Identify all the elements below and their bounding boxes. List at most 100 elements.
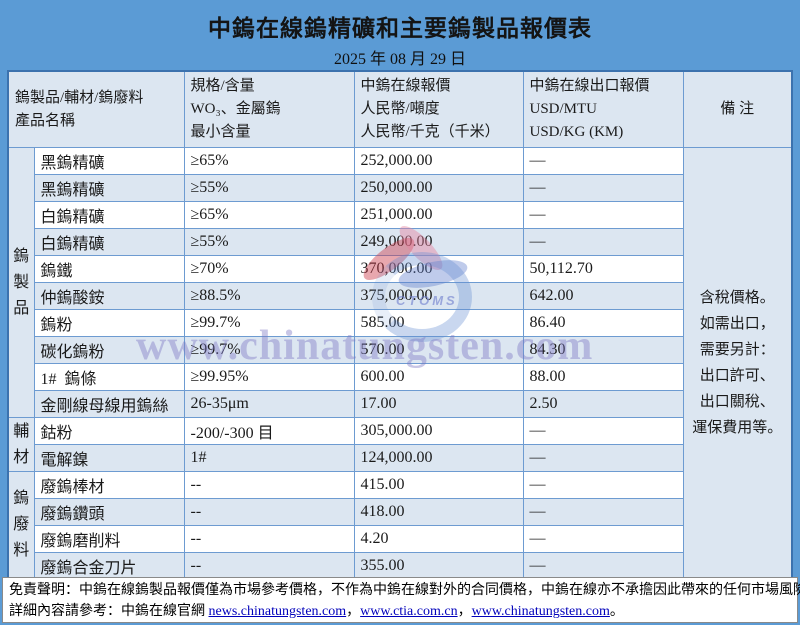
- cny-price-cell: 415.00: [353, 471, 524, 499]
- spec-cell: --: [183, 552, 355, 580]
- header-line: 產品名稱: [15, 112, 76, 129]
- export-price-cell: —: [522, 174, 684, 202]
- product-name-cell: 1# 鎢條: [33, 363, 185, 391]
- spec-cell: 26-35μm: [183, 390, 355, 418]
- table-row: 白鎢精礦 ≥65% 251,000.00—: [8, 201, 792, 229]
- header-spec: 規格/含量 WO₃、金屬鎢 最小含量: [183, 70, 355, 148]
- footer-text: ，: [346, 604, 361, 619]
- disclaimer-footer: 免責聲明：中鎢在線鎢製品報價僅為市場參考價格，不作為中鎢在線對外的合同價格，中鎢…: [2, 577, 800, 623]
- cny-price-cell: 249,000.00: [353, 228, 524, 256]
- link-chinatungsten[interactable]: www.chinatungsten.com: [471, 604, 610, 619]
- spec-cell: ≥99.7%: [183, 309, 355, 337]
- remark-line: 如需出口，: [699, 316, 775, 333]
- remark-cell: 含稅價格。如需出口， 需要另計： 出口許可、出口關稅、運保費用等。: [682, 147, 793, 580]
- cny-price-cell: 252,000.00: [353, 147, 524, 175]
- product-name-cell: 廢鎢磨削料: [33, 525, 185, 553]
- export-price-cell: 2.50: [522, 390, 684, 418]
- header-line: 鎢製品/輔材/鎢廢料: [15, 89, 144, 106]
- spec-cell: ≥65%: [183, 201, 355, 229]
- table-row: 廢鎢合金刀片 -- 355.00—: [8, 552, 792, 580]
- cny-price-cell: 570.00: [353, 336, 524, 364]
- spec-cell: ≥55%: [183, 228, 355, 256]
- export-price-cell: —: [522, 498, 684, 526]
- header-product: 鎢製品/輔材/鎢廢料 產品名稱: [7, 70, 185, 148]
- header-line: 人民幣/千克（千米）: [360, 124, 500, 140]
- cny-price-cell: 4.20: [353, 525, 524, 553]
- header-line: 中鎢在線出口報價: [529, 78, 650, 94]
- link-ctia[interactable]: www.ctia.com.cn: [360, 604, 458, 619]
- header-export-price: 中鎢在線出口報價 USD/MTU USD/KG (KM): [522, 70, 684, 148]
- product-name-cell: 鈷粉: [33, 417, 185, 445]
- export-price-cell: 86.40: [522, 309, 684, 337]
- remark-line: 出口許可、: [699, 368, 775, 385]
- category-char: 品: [13, 299, 30, 317]
- disclaimer-line1: 免責聲明：中鎢在線鎢製品報價僅為市場參考價格，不作為中鎢在線對外的合同價格，中鎢…: [9, 583, 800, 598]
- footer-text: ，: [457, 604, 472, 619]
- disclaimer-line2: 詳細內容請參考：中鎢在線官網 news.chinatungsten.com，ww…: [9, 601, 791, 622]
- table-row: 鎢粉 ≥99.7% 585.00 86.40: [8, 309, 792, 337]
- spec-cell: 1#: [183, 444, 355, 472]
- export-price-cell: 88.00: [522, 363, 684, 391]
- table-row: 鎢廢料廢鎢棒材 -- 415.00—: [7, 471, 792, 580]
- product-name-cell: 白鎢精礦: [33, 201, 185, 229]
- table-row: 鎢鐵 ≥70% 370,000.00 50,112.70: [8, 255, 792, 283]
- export-price-cell: —: [522, 552, 684, 580]
- remark-line: 含稅價格。: [699, 290, 775, 307]
- export-price-cell: 84.30: [522, 336, 684, 364]
- spec-cell: ≥88.5%: [183, 282, 355, 310]
- header-remark: 備 注: [682, 70, 793, 148]
- product-name-cell: 碳化鎢粉: [33, 336, 185, 364]
- report-date: 2025 年 08 月 29 日: [333, 51, 466, 68]
- cny-price-cell: 17.00: [353, 390, 524, 418]
- spec-cell: --: [183, 525, 355, 553]
- header-line: USD/KG (KM): [529, 124, 624, 140]
- export-price-cell: 50,112.70: [522, 255, 684, 283]
- remark-line: 運保費用等。: [692, 420, 783, 437]
- header-line: 最小含量: [190, 124, 251, 140]
- category-char: 廢: [13, 516, 30, 534]
- spec-cell: --: [183, 498, 355, 526]
- product-name-cell: 廢鎢鑽頭: [33, 498, 185, 526]
- header-row: 鎢製品/輔材/鎢廢料 產品名稱 規格/含量 WO₃、金屬鎢 最小含量 中鎢在線報價 人民幣/…: [7, 70, 793, 148]
- product-name-cell: 金剛線母線用鎢絲: [33, 390, 185, 418]
- remark-line: 需要另計：: [699, 342, 775, 359]
- export-price-cell: —: [522, 201, 684, 229]
- table-row: 電解鎳 1# 124,000.00—: [8, 444, 792, 472]
- table-row: 黑鎢精礦 ≥55% 250,000.00—: [8, 174, 792, 202]
- footer-text: 。: [609, 604, 624, 619]
- footer-text: 詳細內容請參考：中鎢在線官網: [9, 604, 209, 619]
- table-row: 廢鎢鑽頭 -- 418.00—: [8, 498, 792, 526]
- spec-cell: ≥99.7%: [183, 336, 355, 364]
- product-name-cell: 廢鎢棒材: [33, 471, 185, 499]
- export-price-cell: —: [522, 417, 684, 445]
- spec-cell: ≥55%: [183, 174, 355, 202]
- table-header: 鎢製品/輔材/鎢廢料 產品名稱 規格/含量 WO₃、金屬鎢 最小含量 中鎢在線報價 人民幣/…: [7, 70, 793, 148]
- price-table: 鎢製品/輔材/鎢廢料 產品名稱 規格/含量 WO₃、金屬鎢 最小含量 中鎢在線報價 人民幣/…: [7, 70, 793, 581]
- table-row: 仲鎢酸銨 ≥88.5% 375,000.00 642.00: [8, 282, 792, 310]
- remark-line: 出口關稅、: [699, 394, 775, 411]
- cny-price-cell: 124,000.00: [353, 444, 524, 472]
- export-price-cell: 642.00: [522, 282, 684, 310]
- category-cell: 輔材: [7, 417, 35, 472]
- header-line: 規格/含量: [190, 78, 255, 94]
- export-price-cell: —: [522, 471, 684, 499]
- table-row: 碳化鎢粉 ≥99.7% 570.00 84.30: [8, 336, 792, 364]
- link-news-chinatungsten[interactable]: news.chinatungsten.com: [208, 604, 347, 619]
- table-row: 1# 鎢條 ≥99.95% 600.00 88.00: [8, 363, 792, 391]
- spec-cell: ≥99.95%: [183, 363, 355, 391]
- table-row: 金剛線母線用鎢絲 26-35μm 17.00 2.50: [8, 390, 792, 418]
- table-row: 鎢製品黑鎢精礦 ≥65% 252,000.00— 含稅價格。 如需出口， 需要另計： 出口許…: [7, 147, 793, 580]
- category-char: 鎢: [13, 247, 30, 265]
- category-cell: 鎢廢料: [7, 471, 35, 580]
- product-name-cell: 黑鎢精礦: [33, 174, 185, 202]
- product-name-cell: 廢鎢合金刀片: [33, 552, 185, 580]
- table-row: 輔材鈷粉 -200/-300 目 305,000.00—: [7, 417, 792, 472]
- cny-price-cell: 305,000.00: [353, 417, 524, 445]
- export-price-cell: —: [522, 147, 684, 175]
- header-cny-price: 中鎢在線報價 人民幣/噸度 人民幣/千克（千米）: [353, 70, 524, 148]
- price-table-wrap: 鎢製品/輔材/鎢廢料 產品名稱 規格/含量 WO₃、金屬鎢 最小含量 中鎢在線報價 人民幣/…: [7, 70, 793, 581]
- export-price-cell: —: [522, 525, 684, 553]
- header-line: 中鎢在線報價: [360, 78, 451, 94]
- header-line: WO₃、金屬鎢: [190, 101, 281, 117]
- category-cell: 鎢製品: [7, 147, 35, 418]
